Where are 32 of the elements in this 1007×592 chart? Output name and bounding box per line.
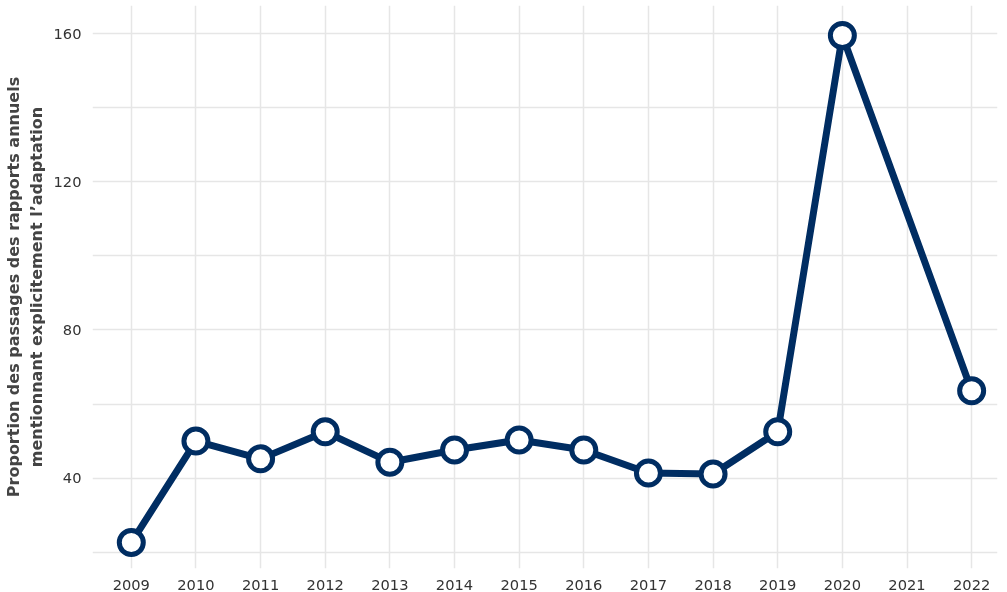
x-tick-label: 2019 (759, 575, 797, 592)
point (246, 444, 276, 474)
point (440, 435, 469, 465)
x-tick-label: 2020 (823, 575, 862, 592)
x-tick-label: 2022 (952, 575, 991, 592)
y-tick-label: 40 (62, 469, 82, 487)
point (569, 435, 599, 465)
point (310, 417, 340, 447)
x-tick-label: 2011 (241, 575, 280, 592)
point (181, 426, 211, 456)
point (375, 447, 405, 477)
x-tick-label: 2017 (629, 575, 668, 592)
x-tick-label: 2016 (565, 575, 603, 592)
point (763, 417, 793, 447)
x-tick-label: 2010 (177, 575, 215, 592)
x-tick-label: 2015 (500, 575, 538, 592)
point (698, 459, 728, 489)
point (504, 425, 534, 455)
x-tick-label: 2012 (306, 575, 344, 592)
x-tick-label: 2009 (112, 575, 150, 592)
y-axis-title: Proportion des passages des rapports annuels mentionnant explicitement l’adaptation (3, 76, 46, 498)
x-tick-label: 2018 (694, 575, 732, 592)
point (827, 21, 857, 50)
x-tick-label: 2014 (435, 575, 474, 592)
x-tick-label: 2021 (888, 575, 926, 592)
point (116, 528, 146, 558)
y-tick-label: 120 (53, 172, 82, 190)
y-tick-label: 160 (53, 24, 82, 42)
point (633, 458, 663, 488)
y-tick-label: 80 (62, 320, 82, 338)
x-tick-label: 2013 (371, 575, 409, 592)
point (957, 376, 987, 406)
